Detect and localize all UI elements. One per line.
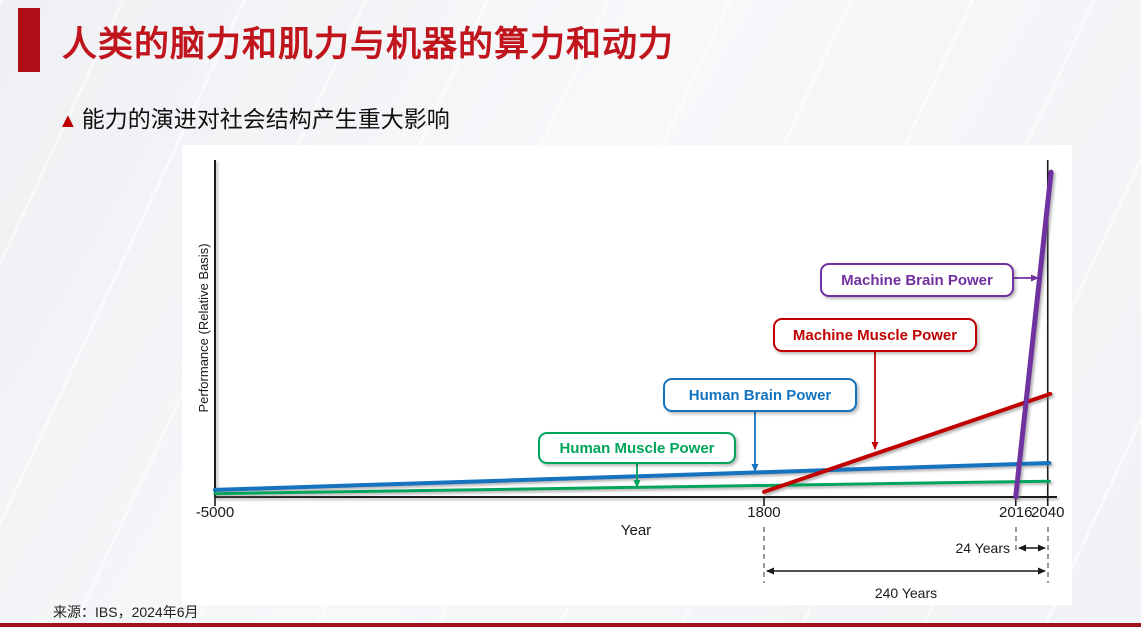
- legend-callout-human-muscle-power: Human Muscle Power: [538, 432, 736, 464]
- legend-callout-human-brain-power: Human Brain Power: [663, 378, 857, 412]
- x-tick-label: -5000: [195, 504, 235, 521]
- series-line-machine-brain-power: [1013, 169, 1054, 500]
- span-label-24-years: 24 Years: [955, 540, 1011, 556]
- page-title: 人类的脑力和肌力与机器的算力和动力: [62, 25, 675, 64]
- series-line-machine-muscle-power: [762, 391, 1053, 494]
- subtitle-text: 能力的演进对社会结构产生重大影响: [81, 106, 450, 132]
- x-tick-label: 1800: [747, 504, 781, 521]
- title-accent-bar: [18, 8, 40, 72]
- series-line-human-muscle-power: [213, 479, 1051, 496]
- legend-callout-machine-muscle-power: Machine Muscle Power: [773, 318, 977, 352]
- span-label-240-years: 240 Years: [874, 585, 938, 601]
- subtitle: ▲ 能力的演进对社会结构产生重大影响: [58, 100, 450, 134]
- x-axis-label: Year: [620, 522, 652, 539]
- x-tick-label: 2016: [999, 504, 1033, 521]
- chart-svg: [213, 160, 1057, 583]
- source-note: 来源：IBS，2024年6月: [53, 604, 199, 620]
- series-line-human-brain-power: [213, 461, 1052, 492]
- legend-callout-machine-brain-power: Machine Brain Power: [820, 263, 1014, 297]
- y-axis-label: Performance (Relative Basis): [196, 243, 211, 413]
- x-tick-label: 2040: [1031, 504, 1065, 521]
- triangle-bullet-icon: ▲: [58, 110, 78, 132]
- bottom-accent-bar: [0, 623, 1141, 627]
- chart-panel: Performance (Relative Basis) Year -5000 …: [182, 145, 1072, 605]
